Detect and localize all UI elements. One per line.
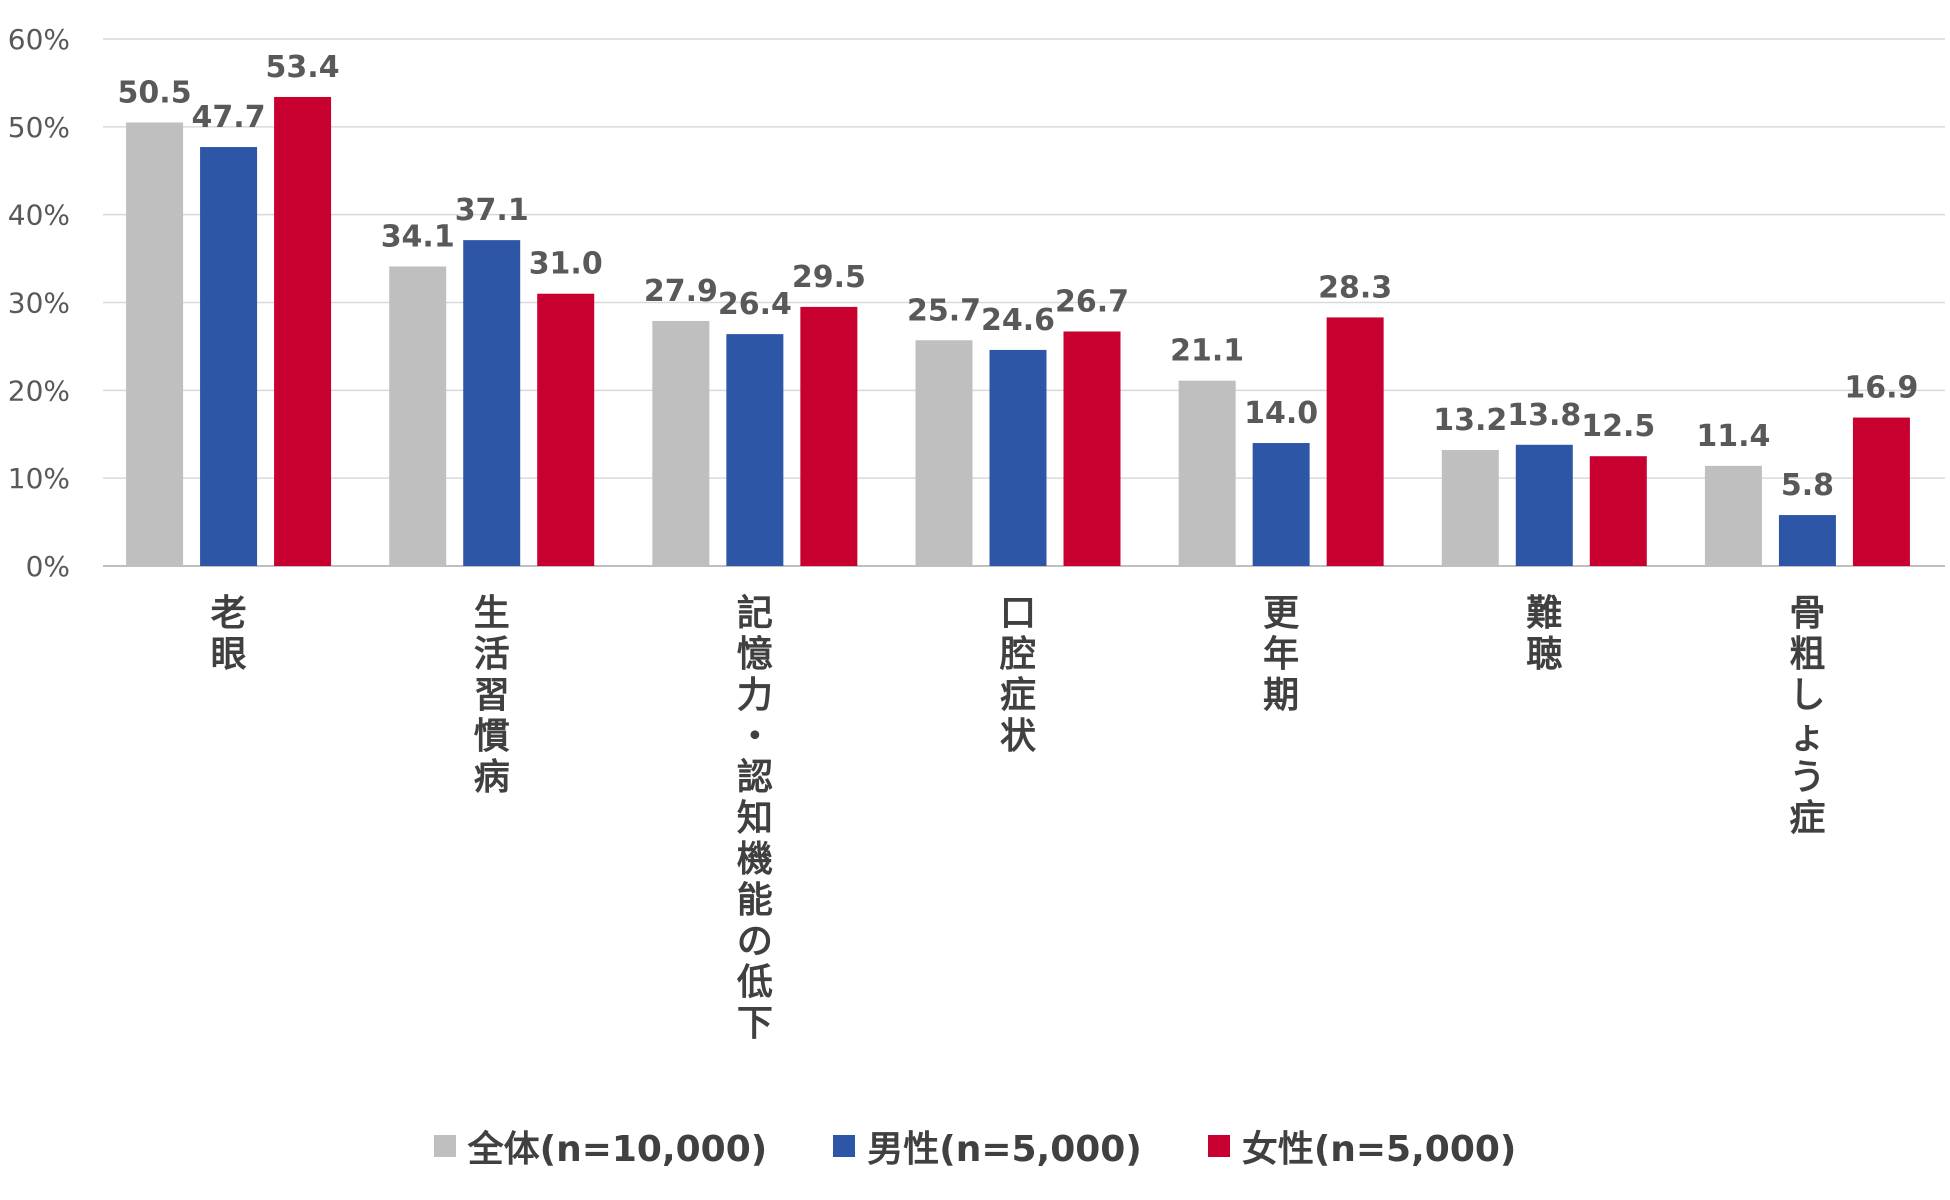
bar-all [389,266,447,566]
bar-female [1852,417,1910,566]
legend-item-female: 女性(n=5,000) [1207,1120,1517,1172]
bars [126,96,1910,567]
category-label: 口腔症状 [999,593,1037,757]
data-label: 13.8 [1507,398,1581,433]
legend-swatch-female [1207,1135,1230,1157]
legend-label-female: 女性(n=5,000) [1241,1129,1517,1170]
legend-label-male: 男性(n=5,000) [867,1129,1142,1170]
category-label: 記憶力・認知機能の低下 [737,593,773,1044]
data-label: 50.5 [118,75,192,110]
bar-all [126,122,184,567]
bar-female [1063,331,1121,566]
bar-all [915,340,973,566]
bar-chart: 0% 10% 20% 30% 40% 50% 60% 50.547.753.4 34.137.… [8,23,1945,1044]
category-label: 更年期 [1263,593,1300,716]
bar-male [726,334,784,566]
legend-label-all: 全体(n=10,000) [467,1129,768,1170]
data-label: 16.9 [1844,371,1918,406]
bar-male [463,240,521,566]
data-label: 31.0 [529,247,603,282]
bar-male [1515,444,1573,566]
bar-male [1252,443,1310,566]
legend-swatch-male [833,1135,856,1157]
category-label: 生活習慣病 [474,593,510,798]
y-tick-label: 50% [8,111,70,144]
bar-male [200,147,258,566]
bar-female [800,306,858,566]
data-label: 27.9 [644,274,718,309]
bar-all [1178,380,1236,566]
bar-female [537,293,595,566]
bar-all [1704,465,1762,566]
data-label: 25.7 [907,293,981,328]
data-label: 14.0 [1244,396,1318,431]
data-label: 13.2 [1433,403,1507,438]
y-axis-tick-labels: 0% 10% 20% 30% 40% 50% 60% [8,23,70,583]
y-tick-label: 20% [8,374,70,407]
y-tick-label: 0% [26,550,70,583]
category-label: 老眼 [211,593,247,675]
data-label: 28.3 [1318,270,1392,305]
y-tick-label: 10% [8,462,70,495]
data-labels: 50.547.753.4 34.137.131.0 27.9 26.429.5 25.7… [118,50,1919,503]
bar-all [1441,450,1499,566]
y-tick-label: 40% [8,199,70,232]
bar-female [274,96,332,566]
legend-item-all: 全体(n=10,000) [433,1120,768,1172]
legend: 全体(n=10,000) 男性(n=5,000) 女性(n=5,000) [0,1120,1950,1172]
data-label: 53.4 [266,50,340,85]
data-label: 37.1 [455,193,529,228]
category-label: 難聴 [1526,593,1562,675]
data-label: 21.1 [1170,334,1244,369]
bar-male [1778,515,1836,566]
data-label: 34.1 [381,219,455,254]
data-label: 47.7 [192,100,266,135]
data-label: 26.4 [718,287,792,322]
bar-all [652,320,710,566]
legend-swatch-all [433,1135,456,1157]
data-label: 5.8 [1781,468,1834,503]
data-label: 29.5 [792,260,866,295]
bar-female [1326,317,1384,566]
data-label: 11.4 [1696,419,1770,454]
bar-male [989,349,1047,566]
data-label: 12.5 [1581,409,1655,444]
data-label: 26.7 [1055,284,1129,319]
category-labels: 老眼 生活習慣病 記憶力・認知機能の低下 口腔症状 更年期 難聴 骨粗しょう症 [211,593,1826,1044]
category-label: 骨粗しょう症 [1789,593,1825,839]
legend-item-male: 男性(n=5,000) [833,1120,1142,1172]
bar-female [1589,456,1647,566]
data-label: 24.6 [981,303,1055,338]
y-tick-label: 60% [8,23,70,56]
y-tick-label: 30% [8,287,70,320]
